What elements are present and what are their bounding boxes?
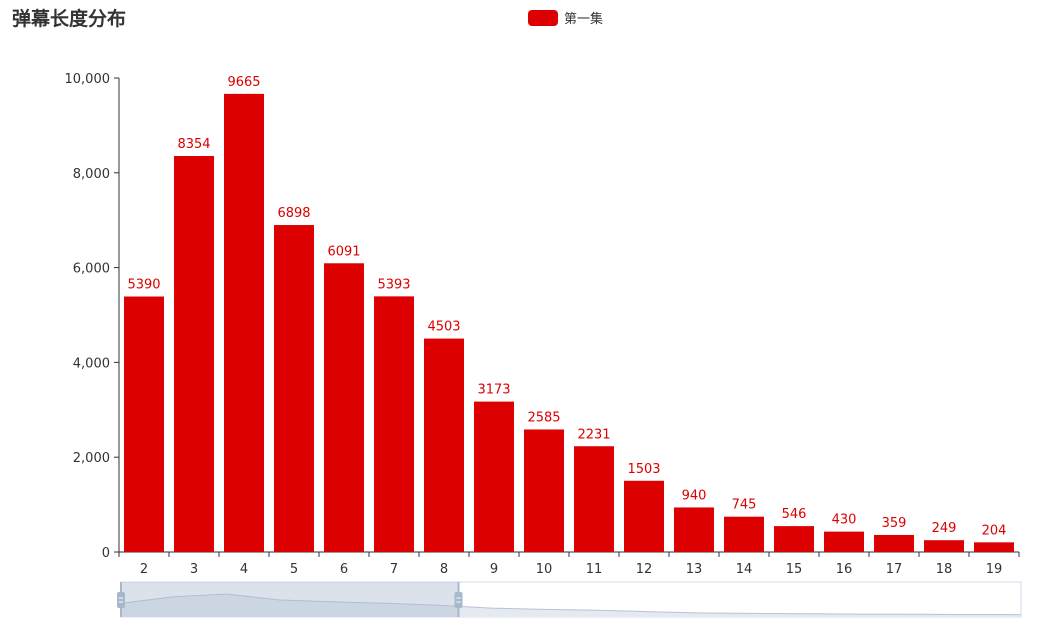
zoom-handle-right[interactable] — [454, 582, 463, 617]
bar-value-label: 2231 — [577, 427, 610, 442]
bar[interactable] — [124, 296, 164, 552]
x-tick-label: 2 — [140, 562, 148, 577]
bar-value-label: 1503 — [627, 462, 660, 477]
legend-item[interactable]: 第一集 — [528, 8, 603, 27]
bar-labels: 5390 8354 9665 6898 6091 5393 4503 3173 2585 2231… — [127, 75, 1006, 538]
bar-value-label: 4503 — [427, 320, 460, 335]
x-tick-label: 11 — [586, 562, 603, 577]
x-tick-label: 12 — [636, 562, 653, 577]
bar[interactable] — [374, 296, 414, 552]
x-tick-label: 13 — [686, 562, 703, 577]
y-tick-label: 0 — [102, 546, 110, 561]
bar[interactable] — [924, 540, 964, 552]
bar-value-label: 5393 — [377, 277, 410, 292]
chart-title: 弹幕长度分布 — [12, 8, 127, 30]
bar-value-label: 745 — [732, 498, 757, 513]
x-tick-label: 8 — [440, 562, 448, 577]
bar-value-label: 430 — [832, 513, 857, 528]
bar-value-label: 940 — [682, 488, 707, 503]
bar[interactable] — [774, 526, 814, 552]
zoom-preview-line — [120, 593, 1022, 616]
bar[interactable] — [274, 225, 314, 553]
y-tick-label: 4,000 — [73, 356, 110, 371]
bar[interactable] — [874, 534, 914, 552]
zoom-preview-area — [121, 594, 1021, 617]
bar[interactable] — [324, 263, 364, 552]
zoom-handle-left[interactable] — [117, 582, 125, 617]
bar[interactable] — [424, 338, 464, 552]
bar[interactable] — [724, 516, 764, 552]
y-tick-label: 2,000 — [73, 451, 110, 466]
bar-value-label: 6898 — [277, 206, 310, 221]
y-axis: 0 2,000 4,000 6,000 8,000 10,000 — [65, 72, 120, 561]
bar-value-label: 9665 — [227, 75, 260, 90]
bar[interactable] — [224, 93, 264, 552]
bar-value-label: 2585 — [527, 410, 560, 425]
bar-value-label: 249 — [932, 521, 957, 536]
x-tick-label: 6 — [340, 562, 348, 577]
bar[interactable] — [174, 156, 214, 553]
legend-label: 第一集 — [564, 12, 604, 27]
x-tick-label: 9 — [490, 562, 498, 577]
bar-value-label: 3173 — [477, 383, 510, 398]
bar[interactable] — [574, 446, 614, 552]
x-tick-label: 16 — [836, 562, 853, 577]
bar-value-label: 204 — [982, 523, 1007, 538]
bar[interactable] — [824, 531, 864, 552]
data-zoom-slider — [117, 581, 1022, 618]
bar-value-label: 359 — [882, 516, 907, 531]
bar[interactable] — [974, 542, 1014, 552]
bar[interactable] — [524, 429, 564, 552]
bars — [124, 93, 1014, 553]
bar[interactable] — [674, 507, 714, 552]
x-tick-label: 15 — [786, 562, 803, 577]
x-tick-label: 14 — [736, 562, 753, 577]
x-tick-label: 10 — [536, 562, 553, 577]
y-tick-label: 10,000 — [65, 72, 111, 87]
x-tick-label: 3 — [190, 562, 198, 577]
y-tick-label: 6,000 — [73, 262, 110, 277]
x-tick-label: 4 — [240, 562, 248, 577]
x-tick-label: 5 — [290, 562, 298, 577]
bar-value-label: 546 — [782, 507, 807, 522]
bar-value-label: 5390 — [127, 278, 160, 293]
x-tick-label: 18 — [936, 562, 953, 577]
y-tick-label: 8,000 — [73, 167, 110, 182]
x-tick-label: 19 — [986, 562, 1003, 577]
x-tick-label: 7 — [390, 562, 398, 577]
x-axis: 2 3 4 5 6 7 8 9 10 11 12 13 14 15 16 17 18 19 — [118, 551, 1020, 577]
bar[interactable] — [474, 401, 514, 552]
bar-value-label: 6091 — [327, 244, 360, 259]
x-tick-label: 17 — [886, 562, 903, 577]
zoom-selection[interactable] — [121, 582, 459, 617]
bar[interactable] — [624, 480, 664, 552]
legend-swatch-icon — [528, 9, 558, 26]
bar-value-label: 8354 — [177, 137, 210, 152]
